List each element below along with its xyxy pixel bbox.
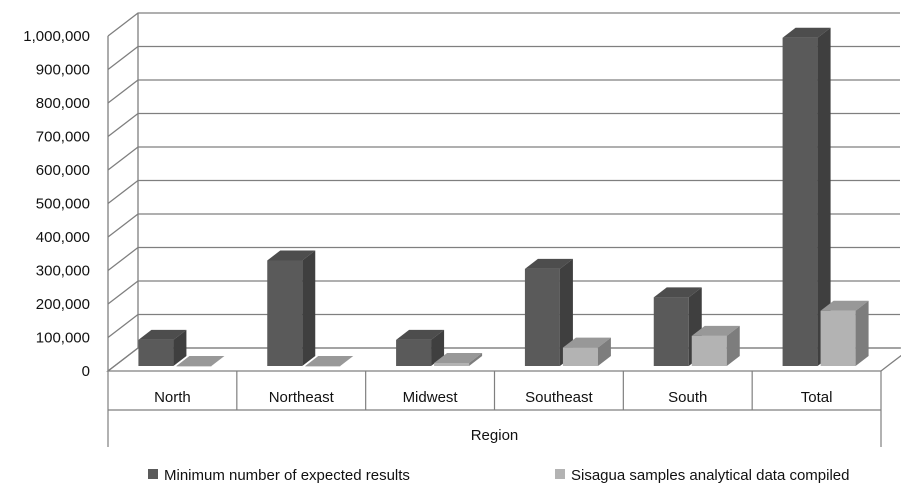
bar [305, 356, 354, 367]
legend: Minimum number of expected results Sisagu… [148, 467, 850, 483]
x-tick-label: South [668, 389, 707, 406]
gridlines [107, 12, 900, 372]
bar [138, 329, 187, 366]
gridline [107, 79, 900, 104]
legend-item: Sisagua samples analytical data compiled [555, 467, 850, 483]
gridline [107, 146, 900, 171]
y-tick-label: 900,000 [36, 62, 90, 79]
y-tick-label: 800,000 [36, 95, 90, 112]
x-tick-label: North [154, 389, 191, 406]
legend-swatch [148, 469, 158, 479]
bar [176, 356, 225, 367]
y-tick-label: 200,000 [36, 296, 90, 313]
x-tick-label: Total [801, 389, 833, 406]
y-tick-label: 0 [82, 363, 90, 380]
bar [396, 329, 445, 366]
legend-swatch [555, 469, 565, 479]
gridline [107, 313, 900, 339]
gridline [107, 12, 900, 37]
x-tick-label: Southeast [525, 389, 593, 406]
gridline [107, 112, 900, 138]
legend-label: Minimum number of expected results [164, 467, 410, 483]
x-tick-label: Midwest [403, 389, 459, 406]
bar [653, 287, 702, 366]
y-tick-label: 700,000 [36, 129, 90, 146]
legend-label: Sisagua samples analytical data compiled [571, 467, 850, 483]
y-tick-label: 400,000 [36, 229, 90, 246]
x-axis-title: Region [471, 427, 519, 444]
gridline [107, 280, 900, 305]
bar [267, 250, 316, 366]
gridline [107, 347, 900, 372]
gridline [107, 179, 900, 205]
chart-walls [106, 13, 901, 372]
bar [434, 352, 483, 366]
x-tick-label: Northeast [269, 389, 335, 406]
bar [524, 258, 573, 366]
y-tick-label: 300,000 [36, 263, 90, 280]
gridline [107, 213, 900, 238]
gridline [107, 45, 900, 71]
x-axis: North Northeast Midwest Southeast South Total [107, 371, 882, 447]
y-tick-label: 1,000,000 [23, 28, 90, 45]
gridline [107, 246, 900, 272]
y-tick-label: 100,000 [36, 330, 90, 347]
bars [138, 27, 869, 367]
y-tick-label: 600,000 [36, 162, 90, 179]
bar [820, 300, 869, 366]
bar [562, 337, 611, 366]
bar [782, 27, 831, 366]
floor [106, 347, 901, 372]
y-tick-label: 500,000 [36, 196, 90, 213]
bar [691, 325, 740, 366]
legend-item: Minimum number of expected results [148, 467, 410, 483]
y-axis-ticks: 0 100,000 200,000 300,000 400,000 500,000 600,… [23, 28, 90, 380]
